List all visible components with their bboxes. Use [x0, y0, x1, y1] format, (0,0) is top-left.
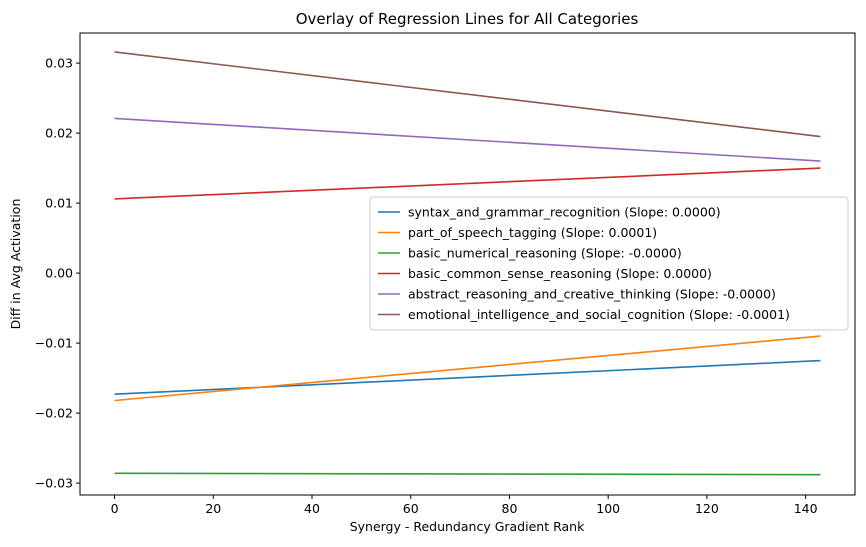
series-line-0 [114, 359, 821, 395]
legend-entry-label: basic_common_sense_reasoning (Slope: 0.0… [408, 266, 712, 281]
legend-entry-label: syntax_and_grammar_recognition (Slope: 0… [408, 205, 721, 220]
y-tick-label: 0.01 [45, 196, 73, 211]
y-tick-label: −0.02 [35, 406, 73, 421]
legend-entry-label: basic_numerical_reasoning (Slope: -0.000… [408, 246, 682, 261]
x-tick-label: 0 [111, 501, 119, 516]
x-axis-ticks: 0 20 40 60 80 100 120 140 [111, 495, 818, 516]
series-line-5 [114, 51, 821, 138]
y-tick-label: 0.00 [45, 266, 73, 281]
x-tick-label: 140 [794, 501, 818, 516]
series-line-1 [114, 335, 821, 402]
plot-lines [114, 51, 821, 476]
chart-title: Overlay of Regression Lines for All Cate… [296, 10, 639, 28]
legend-entry-label: abstract_reasoning_and_creative_thinking… [408, 287, 776, 302]
legend-entry-label: emotional_intelligence_and_social_cognit… [408, 307, 790, 322]
x-axis-label: Synergy - Redundancy Gradient Rank [350, 519, 585, 534]
series-line-3 [114, 167, 821, 200]
legend: syntax_and_grammar_recognition (Slope: 0… [369, 196, 849, 331]
plot-frame [79, 32, 856, 496]
y-tick-label: 0.02 [45, 126, 73, 141]
x-tick-label: 120 [695, 501, 719, 516]
legend-frame [369, 196, 849, 331]
legend-entry-label: part_of_speech_tagging (Slope: 0.0001) [408, 225, 657, 240]
x-tick-label: 100 [596, 501, 620, 516]
y-tick-label: −0.01 [35, 336, 73, 351]
x-tick-label: 40 [304, 501, 320, 516]
y-axis-label: Diff in Avg Activation [8, 199, 23, 330]
y-axis-ticks: −0.03 −0.02 −0.01 0.00 0.01 0.02 0.03 [35, 56, 80, 491]
x-tick-label: 60 [403, 501, 419, 516]
x-tick-label: 20 [205, 501, 221, 516]
y-tick-label: −0.03 [35, 476, 73, 491]
series-line-4 [114, 117, 821, 162]
y-tick-label: 0.03 [45, 56, 73, 71]
series-line-2 [114, 472, 821, 476]
x-tick-label: 80 [502, 501, 518, 516]
